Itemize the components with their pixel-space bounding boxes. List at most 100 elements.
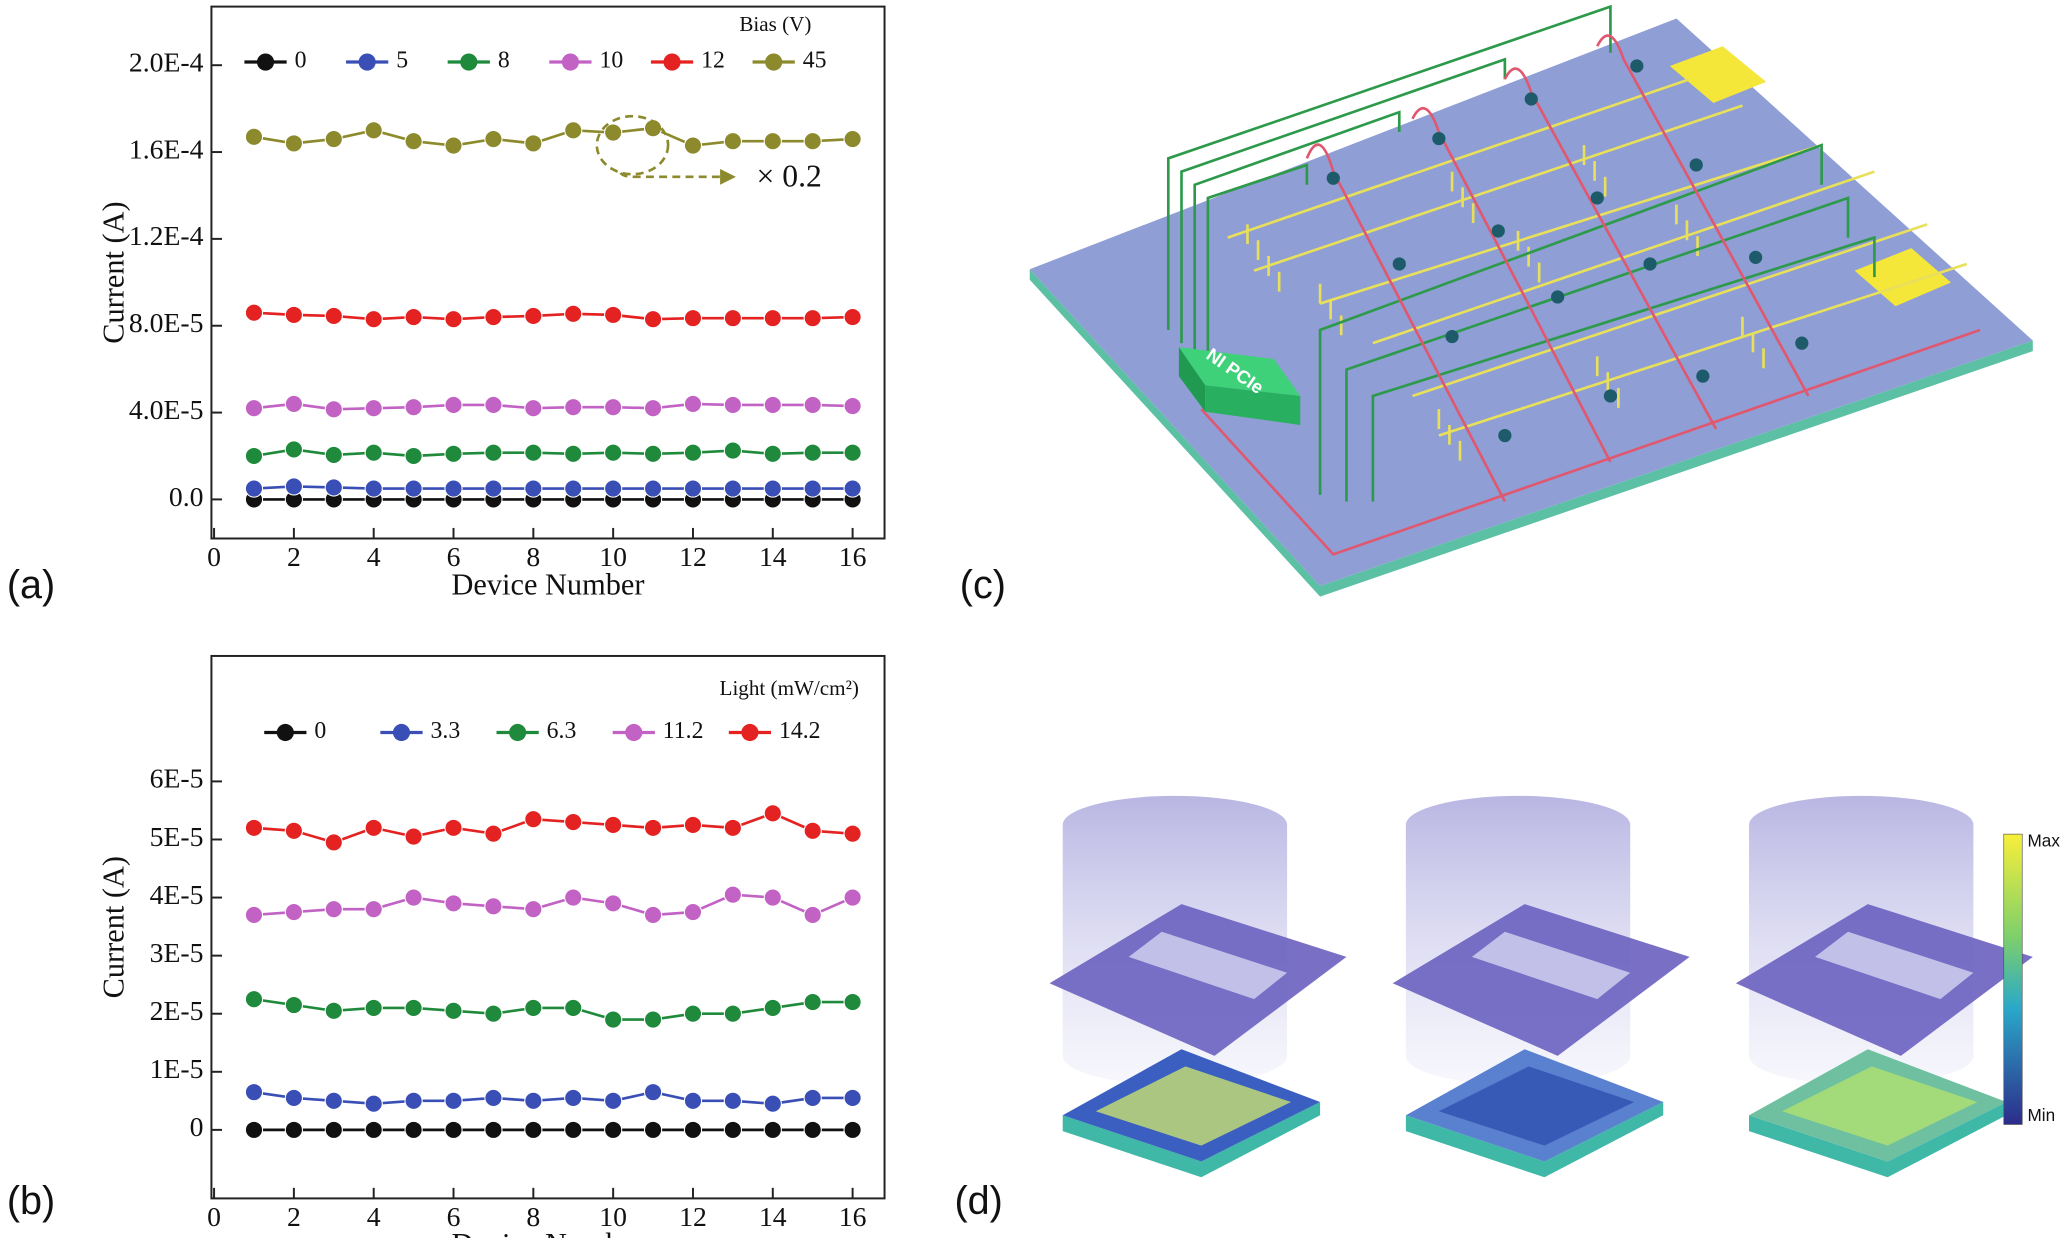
legend-label: 0 <box>314 718 326 744</box>
data-point <box>604 398 623 417</box>
y-tick-label: 2.0E-4 <box>129 47 204 78</box>
y-tick-label: 8.0E-5 <box>129 307 204 338</box>
data-point <box>404 132 423 151</box>
data-point <box>524 810 543 829</box>
colorbar-max: Max <box>2028 831 2061 851</box>
data-point <box>604 894 623 913</box>
data-point <box>843 307 862 327</box>
data-point <box>484 897 503 916</box>
data-point <box>284 477 303 496</box>
data-point <box>763 132 782 151</box>
data-point <box>284 821 303 840</box>
legend-marker <box>509 723 527 742</box>
data-point <box>843 824 862 843</box>
y-axis-label: Current (A) <box>96 856 130 998</box>
series-line <box>253 448 853 458</box>
data-point <box>604 123 623 142</box>
data-point <box>683 1004 703 1023</box>
series-line <box>253 1090 853 1106</box>
data-point <box>643 1083 663 1102</box>
data-point <box>364 310 383 329</box>
legend-marker <box>460 53 478 71</box>
legend-marker <box>663 53 681 71</box>
data-point <box>404 398 423 417</box>
data-point <box>244 905 264 925</box>
data-point <box>244 127 264 146</box>
data-point <box>763 998 782 1018</box>
data-point <box>763 888 782 907</box>
data-point <box>803 479 822 498</box>
series-line <box>253 485 853 490</box>
data-point <box>284 134 303 153</box>
data-point <box>404 446 423 466</box>
beam-cell <box>1392 795 1690 1178</box>
data-point <box>524 306 543 326</box>
data-point <box>803 821 822 840</box>
data-point <box>564 444 583 463</box>
data-point <box>643 479 663 498</box>
legend-marker <box>561 53 579 71</box>
data-point <box>284 995 303 1015</box>
data-point <box>843 129 862 149</box>
data-point <box>723 1004 742 1023</box>
data-point <box>404 827 423 846</box>
data-point <box>364 900 383 919</box>
data-point <box>564 888 583 907</box>
data-point <box>444 136 463 155</box>
data-point <box>763 804 782 823</box>
data-point <box>604 305 623 324</box>
data-point <box>484 479 503 498</box>
data-point <box>284 1120 303 1139</box>
legend-label: 11.2 <box>663 718 704 744</box>
x-tick-label: 6 <box>447 1201 461 1232</box>
data-point <box>723 479 742 498</box>
data-point <box>604 1120 623 1139</box>
data-point <box>444 310 463 329</box>
data-point <box>364 1120 383 1139</box>
legend-marker <box>276 723 294 742</box>
data-point <box>404 998 423 1018</box>
data-point <box>723 885 742 904</box>
data-point <box>364 479 383 498</box>
data-point <box>723 309 742 328</box>
data-point <box>244 1083 264 1102</box>
legend-label: 12 <box>701 47 725 73</box>
data-point <box>803 1120 822 1139</box>
data-point <box>444 444 463 463</box>
y-tick-label: 1.2E-4 <box>129 220 204 251</box>
data-point <box>564 998 583 1018</box>
y-tick-label: 6E-5 <box>150 763 204 794</box>
data-point <box>484 129 503 149</box>
data-point <box>324 1001 343 1020</box>
data-point <box>244 446 264 466</box>
data-point <box>803 905 822 925</box>
data-point <box>763 1120 782 1139</box>
data-point <box>404 307 423 327</box>
legend-label: 0 <box>295 47 307 73</box>
y-tick-label: 1.6E-4 <box>129 133 204 164</box>
x-tick-label: 2 <box>287 541 301 572</box>
x-axis-label: Device Number <box>452 567 645 601</box>
data-point <box>564 121 583 140</box>
data-point <box>843 479 862 498</box>
data-point <box>564 1120 583 1139</box>
series-line <box>253 402 853 411</box>
data-point <box>564 812 583 832</box>
mask-window <box>1471 931 1631 1000</box>
data-point <box>843 443 862 462</box>
series-line <box>253 811 853 844</box>
plot-frame <box>210 654 886 1200</box>
legend-marker <box>358 53 376 71</box>
x-axis-label: Device Number <box>452 1227 645 1238</box>
data-point <box>404 1120 423 1139</box>
series-line <box>253 126 853 147</box>
data-point <box>364 443 383 462</box>
data-point <box>284 305 303 324</box>
x-tick-label: 0 <box>207 1201 221 1232</box>
data-point <box>484 443 503 462</box>
data-point <box>444 1120 463 1139</box>
data-point <box>683 394 703 413</box>
data-point <box>643 444 663 463</box>
data-point <box>444 1091 463 1110</box>
panel-label: (d) <box>954 1179 1002 1223</box>
